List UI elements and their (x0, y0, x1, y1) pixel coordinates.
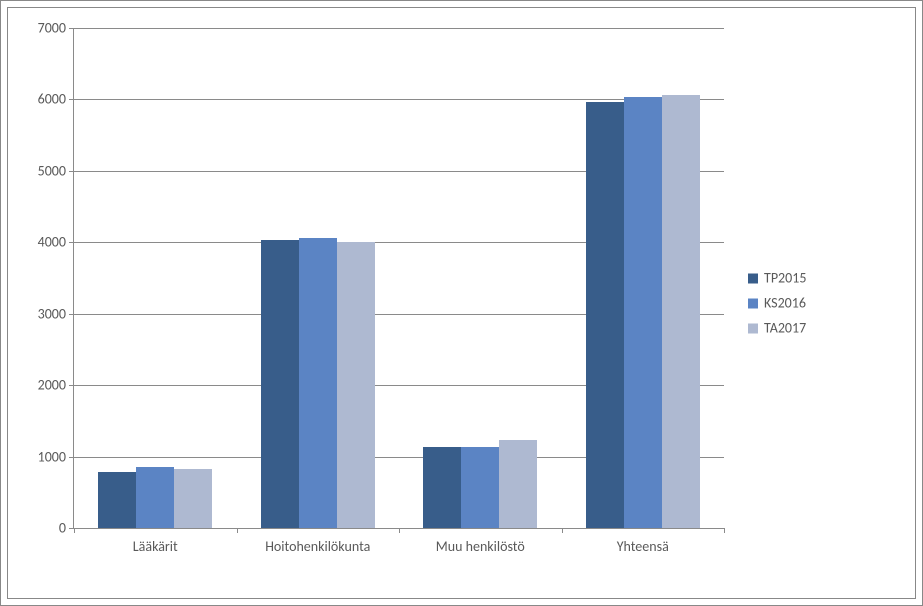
bar (499, 440, 537, 528)
plot-area: 01000200030004000500060007000LääkäritHoi… (73, 28, 724, 529)
y-tick-label: 3000 (38, 305, 66, 322)
bar (261, 240, 299, 528)
bar (337, 242, 375, 528)
bar (423, 447, 461, 528)
x-tick-mark (399, 528, 400, 533)
x-tick-label: Hoitohenkilökunta (265, 538, 370, 555)
bar (174, 469, 212, 528)
y-tick-mark (69, 28, 74, 29)
y-tick-label: 0 (59, 520, 66, 537)
y-tick-mark (69, 314, 74, 315)
bar (624, 97, 662, 528)
gridline (74, 28, 724, 29)
legend-swatch (748, 298, 758, 308)
y-tick-label: 4000 (38, 234, 66, 251)
legend-swatch (748, 323, 758, 333)
bar (299, 238, 337, 528)
bar (586, 102, 624, 528)
bar (136, 467, 174, 528)
x-tick-mark (724, 528, 725, 533)
y-tick-mark (69, 242, 74, 243)
legend-swatch (748, 273, 758, 283)
legend-label: TP2015 (764, 270, 806, 287)
y-tick-label: 6000 (38, 91, 66, 108)
y-tick-mark (69, 99, 74, 100)
y-tick-mark (69, 457, 74, 458)
legend-item: TA2017 (748, 320, 806, 337)
x-tick-label: Yhteensä (617, 538, 669, 555)
x-tick-mark (562, 528, 563, 533)
legend-item: TP2015 (748, 270, 806, 287)
y-tick-label: 5000 (38, 162, 66, 179)
bar (98, 472, 136, 528)
outer-border: 0 1000 2000 3000 4000 5000 6000 7000 Lääkärit Hoi… (0, 0, 923, 606)
y-tick-mark (69, 385, 74, 386)
x-tick-mark (237, 528, 238, 533)
y-tick-label: 2000 (38, 377, 66, 394)
y-tick-mark (69, 171, 74, 172)
x-tick-label: Lääkärit (133, 538, 178, 555)
y-tick-label: 7000 (38, 20, 66, 37)
bar (461, 447, 499, 528)
y-tick-label: 1000 (38, 448, 66, 465)
legend: TP2015 KS2016 TA2017 (748, 262, 806, 345)
chart-frame: 0 1000 2000 3000 4000 5000 6000 7000 Lääkärit Hoi… (7, 7, 916, 599)
legend-label: TA2017 (764, 320, 806, 337)
x-tick-label: Muu henkilöstö (436, 538, 525, 555)
legend-label: KS2016 (764, 295, 806, 312)
legend-item: KS2016 (748, 295, 806, 312)
bar (662, 95, 700, 528)
x-tick-mark (74, 528, 75, 533)
